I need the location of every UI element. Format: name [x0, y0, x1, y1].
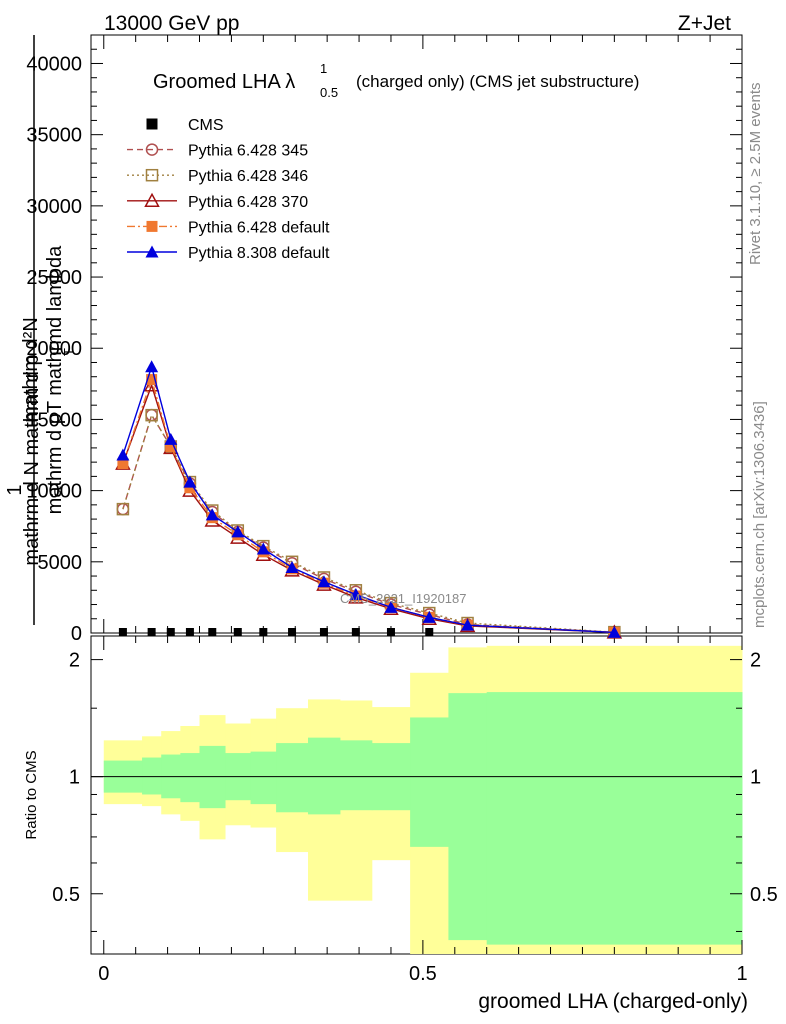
legend-label-1: Pythia 6.428 345	[188, 143, 308, 160]
title-rest: (charged only) (CMS jet substructure)	[356, 72, 639, 91]
series-3-point-0	[117, 458, 129, 470]
ylabel-line-2: mathrm d pT mathrmd lambda	[44, 245, 66, 514]
legend-marker-5	[145, 245, 159, 258]
main-y-axis-label: mathrm d²N mathrm d pT mathrmd lambda 1 …	[4, 245, 76, 566]
cms-point-8	[319, 628, 328, 636]
series-4-point-9	[349, 588, 363, 601]
series-4-point-8	[317, 575, 331, 588]
title-main: Groomed LHA λ	[153, 71, 295, 93]
series-4-point-3	[183, 475, 197, 488]
legend-marker-3	[144, 192, 160, 208]
cms-point-4	[208, 628, 217, 636]
x-tick-label-2: 1	[736, 963, 747, 985]
analysis-watermark: CMS_2021_I1920187	[340, 591, 467, 606]
series-4-point-1	[145, 360, 159, 373]
ratio-stat-band-1	[142, 757, 162, 795]
cms-point-6	[259, 628, 268, 636]
legend-label-0: CMS	[188, 117, 224, 134]
cms-point-0	[118, 628, 127, 636]
ratio-stat-band-9	[339, 740, 373, 811]
series-4-point-13	[607, 625, 621, 638]
series-4-point-12	[461, 618, 475, 631]
legend-label-3: Pythia 6.428 370	[188, 194, 308, 211]
main-series	[115, 360, 623, 639]
main-ytick-label-5: 25000	[26, 267, 82, 289]
header-process-label: Z+Jet	[678, 12, 731, 35]
plot-title: Groomed LHA λ 1 0.5 (charged only) (CMS …	[153, 61, 639, 100]
legend-label-5: Pythia 8.308 default	[188, 245, 330, 262]
ratio-ytick-label-0: 0.5	[52, 884, 80, 906]
x-tick-label-0: 0	[98, 963, 109, 985]
ratio-stat-band-6	[250, 751, 277, 805]
cms-point-11	[425, 628, 434, 636]
cms-point-7	[288, 628, 297, 636]
series-1-point-1	[145, 408, 158, 422]
header-energy-label: 13000 GeV pp	[104, 12, 239, 35]
ratio-ytick-label-2: 2	[69, 650, 80, 672]
ratio-ytick-label-right-1: 1	[750, 767, 761, 789]
series-4-point-11	[422, 610, 436, 623]
main-ytick-label-4: 20000	[26, 338, 82, 360]
ratio-stat-band-13	[486, 692, 743, 945]
ratio-stat-band-3	[180, 753, 200, 803]
series-4-point-4	[205, 508, 219, 521]
legend-marker-1	[145, 143, 159, 156]
title-superscript: 1	[320, 61, 327, 76]
main-ytick-label-0: 0	[71, 623, 82, 645]
ratio-stat-band-11	[410, 717, 449, 847]
series-3-point-1	[146, 374, 158, 386]
legend-marker-2	[145, 168, 159, 182]
rivet-version-label: Rivet 3.1.10, ≥ 2.5M events	[747, 83, 764, 266]
cms-point-2	[166, 628, 175, 636]
ylabel-line-4: mathrm d N mathrm d p	[21, 354, 43, 565]
ratio-y-axis-label: Ratio to CMS	[23, 750, 40, 839]
series-4-point-0	[116, 448, 130, 461]
series-4-point-5	[231, 525, 245, 538]
cms-point-10	[386, 628, 395, 636]
ratio-stat-band-12	[448, 693, 488, 941]
series-3-point-3	[184, 482, 196, 494]
cms-point-9	[351, 628, 360, 636]
ylabel-line-5: T	[61, 348, 76, 356]
legend-label-2: Pythia 6.428 346	[188, 168, 308, 185]
cms-point-5	[233, 628, 242, 636]
ratio-ytick-label-right-2: 2	[750, 650, 761, 672]
main-axes: 0 5000 10000 15000 20000 25000 30000 35000 40000	[26, 35, 743, 645]
main-ytick-label-3: 15000	[26, 409, 82, 431]
main-ytick-label-1: 5000	[38, 552, 83, 574]
x-tick-label-1: 0.5	[409, 963, 437, 985]
main-ytick-label-2: 10000	[26, 481, 82, 503]
mcplots-label: mcplots.cern.ch [arXiv:1306.3436]	[751, 401, 768, 628]
series-4-point-7	[285, 561, 299, 574]
ylabel-line-1: mathrm d²N	[20, 317, 42, 423]
legend-marker-4	[146, 220, 158, 232]
ratio-axes: 0 0.5 1 0.5 0.5 1 1 2 2	[52, 636, 778, 985]
series-4-point-10	[384, 600, 398, 613]
ratio-ytick-label-1: 1	[69, 767, 80, 789]
ratio-bands	[103, 645, 743, 954]
main-ytick-label-6: 30000	[26, 196, 82, 218]
series-4-point-6	[256, 542, 270, 555]
ratio-ytick-label-right-0: 0.5	[750, 884, 778, 906]
ratio-stat-band-8	[308, 737, 341, 815]
series-line-4	[122, 364, 615, 634]
main-ytick-label-7: 35000	[26, 125, 82, 147]
ylabel-line-3: 1	[4, 484, 26, 495]
cms-point-3	[185, 628, 194, 636]
x-axis-label: groomed LHA (charged-only)	[478, 990, 748, 1013]
series-1-point-0	[116, 502, 130, 516]
cms-point-1	[147, 628, 156, 636]
main-ytick-label-8: 40000	[26, 53, 82, 75]
series-4-point-2	[164, 432, 178, 445]
legend-label-4: Pythia 6.428 default	[188, 219, 330, 236]
ratio-stat-band-7	[276, 743, 309, 813]
legend: CMS Pythia 6.428 345 Pythia 6.428 346 Pythi…	[127, 117, 330, 262]
legend-marker-0	[146, 118, 158, 130]
series-3-point-2	[165, 440, 177, 452]
series-0-point-1	[145, 408, 158, 422]
title-subscript: 0.5	[320, 85, 338, 100]
